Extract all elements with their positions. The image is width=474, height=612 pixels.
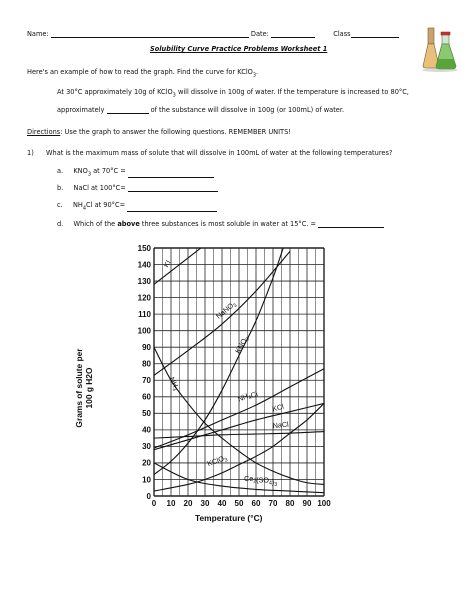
y-tick-label: 60 [142, 393, 151, 402]
curve-label-kcl: KCl [271, 402, 285, 414]
x-tick-label: 50 [235, 499, 244, 508]
directions-line: Directions: Use the graph to answer the … [27, 128, 291, 136]
y-tick-label: 150 [138, 244, 152, 253]
item-c-letter: c. [57, 201, 63, 209]
curve-nacl [154, 430, 324, 439]
item-c-rest: Cl at 90°C= [86, 201, 126, 209]
y-tick-label: 120 [138, 293, 152, 302]
curve-nano3 [154, 250, 291, 376]
y-tick-label: 130 [138, 277, 152, 286]
x-tick-label: 30 [201, 499, 210, 508]
question-1-text: What is the maximum mass of solute that … [46, 149, 393, 157]
y-tick-label: 70 [142, 376, 151, 385]
example-line-1: At 30°C approximately 10g of KClO3 will … [57, 88, 409, 99]
curve-kcl [154, 402, 324, 451]
flask-illustration [422, 27, 458, 72]
item-d-post: three substances is most soluble in wate… [139, 220, 317, 228]
directions-text: : Use the graph to answer the following … [60, 128, 291, 136]
x-tick-label: 80 [286, 499, 295, 508]
example-text-2b: of the substance will dissolve in 100g (… [150, 106, 345, 114]
y-tick-label: 40 [142, 426, 151, 435]
class-blank[interactable] [350, 30, 399, 38]
curve-label-nacl: NaCl [272, 420, 289, 431]
y-tick-label: 110 [138, 310, 151, 319]
x-axis-label: Temperature (°C) [195, 513, 263, 523]
curve-label-ki: KI [161, 259, 172, 269]
item-b-answer-blank[interactable] [127, 184, 218, 192]
item-c: c. NH4Cl at 90°C= [57, 201, 218, 213]
x-tick-label: 60 [252, 499, 261, 508]
item-a-sub: 3 [87, 171, 91, 178]
item-c-text: NH [72, 201, 83, 209]
item-a-text: KNO [73, 167, 88, 175]
curve-ki [154, 248, 202, 285]
curve-ce2-so4-3 [154, 462, 324, 494]
curve-label-nano3: NaNO3 [214, 299, 238, 322]
intro-text: Here's an example of how to read the gra… [27, 68, 253, 76]
y-tick-label: 10 [142, 475, 151, 484]
y-tick-label: 0 [147, 492, 152, 501]
y-tick-label: 20 [142, 459, 151, 468]
item-d-letter: d. [57, 220, 64, 228]
curve-nh4cl [154, 368, 324, 449]
name-field-row: Name: Date: Class [27, 30, 399, 38]
name-blank[interactable] [50, 30, 249, 38]
item-d-bold: above [117, 220, 140, 228]
item-d-answer-blank[interactable] [318, 220, 385, 228]
item-a-letter: a. [57, 167, 64, 175]
example-line-2: approximately of the substance will diss… [57, 106, 344, 114]
directions-label: Directions [27, 128, 61, 136]
y-tick-label: 50 [142, 409, 151, 418]
y-tick-label: 100 [138, 326, 152, 335]
item-a: a. KNO3 at 70°C = [57, 167, 214, 179]
name-label: Name: [27, 30, 49, 38]
curve-label-nh3: NH3 [166, 376, 181, 393]
curve-label-kclo3: KClO3 [206, 453, 229, 470]
item-b-letter: b. [57, 184, 64, 192]
question-1: 1) What is the maximum mass of solute th… [27, 149, 392, 157]
x-tick-label: 0 [152, 499, 157, 508]
item-b-text: NaCl at 100°C= [73, 184, 126, 192]
curve-nh3 [154, 346, 324, 485]
date-blank[interactable] [271, 30, 315, 38]
y-axis-label: Grams of solute per 100 g H2O [74, 348, 94, 428]
item-d: d. Which of the above three substances i… [57, 220, 385, 228]
y-tick-label: 140 [138, 260, 152, 269]
question-1-number: 1) [27, 149, 34, 157]
example-text-2a: approximately [57, 106, 105, 114]
date-label: Date: [250, 30, 269, 38]
item-c-sub: 4 [82, 205, 87, 212]
item-d-pre: Which of the [73, 220, 118, 228]
y-tick-label: 30 [142, 442, 151, 451]
example-answer-blank[interactable] [106, 106, 149, 114]
x-tick-label: 20 [184, 499, 193, 508]
curve-kno3 [154, 248, 284, 475]
curve-label-nh4cl: NH4Cl [236, 388, 259, 405]
y-tick-label: 90 [142, 343, 151, 352]
x-tick-label: 100 [317, 499, 331, 508]
y-tick-label: 80 [142, 360, 151, 369]
x-tick-label: 90 [303, 499, 312, 508]
item-a-rest: at 70°C = [91, 167, 126, 175]
example-text-1: At 30°C approximately 10g of KClO [57, 88, 173, 96]
intro-end: . [256, 68, 259, 76]
x-tick-label: 10 [167, 499, 176, 508]
item-b: b. NaCl at 100°C= [57, 184, 218, 192]
item-a-answer-blank[interactable] [127, 170, 214, 179]
intro-line: Here's an example of how to read the gra… [27, 68, 259, 79]
item-c-answer-blank[interactable] [127, 204, 218, 213]
x-tick-label: 40 [218, 499, 227, 508]
worksheet-title: Solubility Curve Practice Problems Works… [150, 45, 328, 53]
example-text-1-end: will dissolve in 100g of water. If the t… [175, 88, 409, 96]
curve-label-ce2-so4-3: Ce2(SO4)3 [244, 474, 277, 488]
x-tick-label: 70 [269, 499, 278, 508]
class-label: Class [333, 30, 351, 38]
